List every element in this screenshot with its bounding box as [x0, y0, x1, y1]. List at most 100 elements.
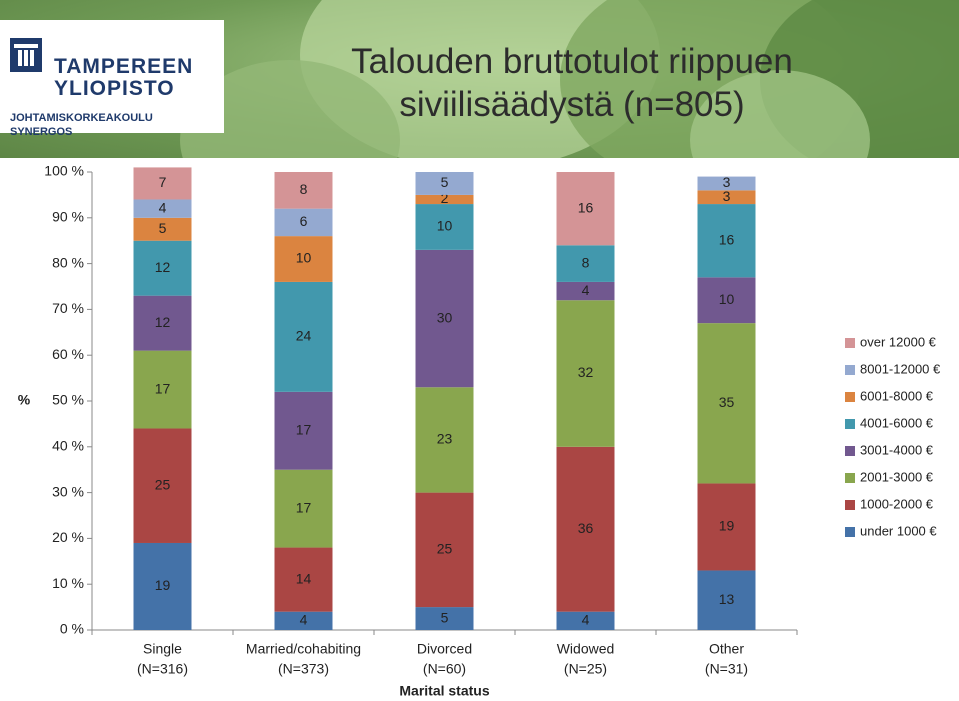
legend-swatch — [845, 473, 855, 483]
legend-label: over 12000 € — [860, 334, 937, 349]
data-label: 14 — [296, 570, 312, 586]
bar-segment — [133, 240, 192, 296]
y-tick-label: 100 % — [44, 163, 84, 179]
legend-swatch — [845, 446, 855, 456]
bar-segment — [133, 167, 192, 200]
data-label: 5 — [441, 609, 449, 625]
bar-segment — [556, 446, 615, 612]
data-label: 8 — [582, 254, 590, 270]
data-label: 17 — [296, 421, 312, 437]
bar-segment — [697, 570, 756, 630]
x-axis-label: Marital status — [399, 683, 489, 699]
bar-segment — [415, 492, 474, 608]
legend-label: 3001-4000 € — [860, 442, 934, 457]
logo-subtext: JOHTAMISKORKEAKOULU SYNERGOS — [10, 112, 153, 138]
legend-swatch — [845, 338, 855, 348]
bar-segment — [415, 194, 474, 205]
y-tick-label: 50 % — [52, 392, 84, 408]
y-tick-label: 30 % — [52, 483, 84, 499]
bar-segment — [556, 300, 615, 447]
x-tick-label: Divorced — [417, 641, 472, 657]
bar-segment — [697, 323, 756, 484]
data-label: 5 — [159, 220, 167, 236]
bar-segment — [556, 245, 615, 282]
bar-segment — [415, 172, 474, 195]
bar-segment — [274, 469, 333, 548]
logo-text: TAMPEREEN YLIOPISTO — [54, 55, 194, 100]
data-label: 36 — [578, 520, 594, 536]
bar-segment — [415, 607, 474, 630]
bar-segment — [697, 483, 756, 571]
data-label: 16 — [719, 231, 735, 247]
bar-segment — [697, 190, 756, 205]
data-label: 8 — [300, 181, 308, 197]
data-label: 3 — [723, 174, 731, 190]
bar-segment — [133, 295, 192, 351]
legend-label: 8001-12000 € — [860, 361, 941, 376]
bar-segment — [133, 428, 192, 543]
x-tick-label: Single — [143, 641, 182, 657]
x-tick-label: Widowed — [557, 641, 615, 657]
x-tick-label: (N=31) — [705, 661, 748, 677]
legend-label: 2001-3000 € — [860, 469, 934, 484]
bar-segment — [274, 391, 333, 470]
y-tick-label: 80 % — [52, 254, 84, 270]
bar-segment — [415, 249, 474, 388]
data-label: 35 — [719, 394, 735, 410]
page-title: Talouden bruttotulot riippuen siviilisää… — [351, 42, 793, 124]
data-label: 10 — [719, 291, 735, 307]
logo: TAMPEREEN YLIOPISTO JOHTAMISKORKEAKOULU … — [0, 20, 224, 138]
bar-segment — [697, 176, 756, 191]
data-label: 4 — [300, 612, 308, 628]
data-label: 5 — [441, 174, 449, 190]
bar-segment — [274, 547, 333, 612]
data-label: 17 — [155, 380, 171, 396]
legend-swatch — [845, 365, 855, 375]
y-tick-label: 90 % — [52, 209, 84, 225]
bar-segment — [274, 172, 333, 209]
bar-segment — [274, 208, 333, 237]
data-label: 7 — [159, 174, 167, 190]
university-emblem-icon — [10, 38, 42, 72]
x-tick-label: (N=60) — [423, 661, 466, 677]
y-tick-label: 60 % — [52, 346, 84, 362]
y-tick-label: 20 % — [52, 529, 84, 545]
bar-segment — [697, 277, 756, 324]
x-tick-label: (N=25) — [564, 661, 607, 677]
x-tick-label: (N=316) — [137, 661, 188, 677]
legend-label: 1000-2000 € — [860, 496, 934, 511]
data-label: 3 — [723, 188, 731, 204]
data-label: 16 — [578, 199, 594, 215]
bar-segment — [274, 236, 333, 282]
data-label: 4 — [582, 612, 590, 628]
bar-segment — [133, 199, 192, 218]
data-label: 12 — [155, 314, 171, 330]
bar-segment — [274, 281, 333, 392]
bar-segment — [415, 387, 474, 493]
bar-segment — [274, 611, 333, 630]
bar-segment — [415, 204, 474, 250]
data-label: 4 — [582, 282, 590, 298]
data-label: 12 — [155, 259, 171, 275]
legend-swatch — [845, 527, 855, 537]
bar-segment — [556, 281, 615, 301]
data-label: 6 — [300, 213, 308, 229]
data-label: 25 — [155, 476, 171, 492]
legend-swatch — [845, 392, 855, 402]
x-tick-label: Other — [709, 641, 744, 657]
legend-swatch — [845, 500, 855, 510]
data-label: 23 — [437, 431, 453, 447]
x-tick-label: (N=373) — [278, 661, 329, 677]
header-banner: TAMPEREEN YLIOPISTO JOHTAMISKORKEAKOULU … — [0, 0, 959, 158]
data-label: 25 — [437, 541, 453, 557]
legend-swatch — [845, 419, 855, 429]
data-label: 32 — [578, 364, 594, 380]
y-tick-label: 70 % — [52, 300, 84, 316]
y-tick-label: 40 % — [52, 438, 84, 454]
bar-segment — [133, 350, 192, 429]
legend-label: 6001-8000 € — [860, 388, 934, 403]
data-label: 4 — [159, 199, 167, 215]
bar-segment — [133, 217, 192, 241]
bar-segment — [556, 611, 615, 630]
